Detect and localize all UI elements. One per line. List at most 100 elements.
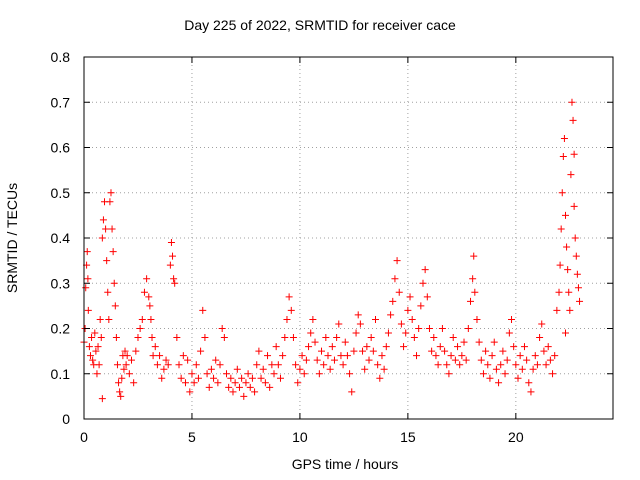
data-point xyxy=(134,334,142,342)
data-point xyxy=(556,261,564,269)
data-point xyxy=(501,370,509,378)
data-point xyxy=(425,325,433,332)
data-point xyxy=(559,153,567,161)
data-point xyxy=(484,361,492,369)
data-point xyxy=(186,388,194,396)
data-point xyxy=(121,347,129,355)
data-point xyxy=(549,370,557,378)
data-point xyxy=(108,225,116,233)
data-point xyxy=(363,343,371,351)
data-point xyxy=(499,347,507,355)
data-point xyxy=(492,365,500,373)
data-point xyxy=(272,343,280,351)
data-point xyxy=(158,374,166,382)
data-point xyxy=(479,370,487,378)
data-point xyxy=(95,361,103,369)
data-point xyxy=(568,98,576,106)
data-point xyxy=(341,338,349,346)
data-point xyxy=(443,361,451,369)
data-point xyxy=(99,216,107,224)
data-point xyxy=(104,288,112,296)
data-point xyxy=(276,374,284,382)
data-point xyxy=(566,306,574,314)
data-point xyxy=(188,370,196,378)
data-point xyxy=(197,347,205,355)
data-point xyxy=(320,361,328,369)
data-point xyxy=(130,379,138,387)
data-point xyxy=(374,361,382,369)
x-tick-label: 10 xyxy=(292,429,308,445)
data-point xyxy=(551,352,559,360)
data-point xyxy=(454,343,462,351)
data-point xyxy=(201,334,209,342)
data-point xyxy=(402,329,410,337)
data-point xyxy=(149,352,157,360)
data-point xyxy=(109,248,117,256)
data-point xyxy=(389,297,397,305)
y-tick-label: 0 xyxy=(62,411,70,427)
data-point xyxy=(266,383,274,391)
data-point xyxy=(216,361,224,369)
data-point xyxy=(162,356,170,364)
data-point xyxy=(270,370,278,378)
data-point xyxy=(326,365,334,373)
data-point xyxy=(240,392,248,400)
data-point xyxy=(88,334,96,342)
data-point xyxy=(305,343,313,351)
data-point xyxy=(118,374,126,382)
data-point xyxy=(570,202,578,210)
data-point xyxy=(83,248,91,256)
data-point xyxy=(151,343,159,351)
data-point xyxy=(235,383,243,391)
data-point xyxy=(354,311,362,319)
data-point xyxy=(471,288,479,296)
y-tick-label: 0.6 xyxy=(51,140,71,156)
data-point xyxy=(322,334,330,342)
data-point xyxy=(242,379,250,387)
data-point xyxy=(298,352,306,360)
data-point xyxy=(475,338,483,346)
data-point xyxy=(103,257,111,265)
data-point xyxy=(82,284,90,292)
data-point xyxy=(289,334,297,342)
data-point xyxy=(194,374,202,382)
data-point xyxy=(516,352,524,360)
data-point xyxy=(565,288,573,296)
data-point xyxy=(449,334,457,342)
data-point xyxy=(460,338,468,346)
data-point xyxy=(518,365,526,373)
data-point xyxy=(359,347,367,355)
data-point xyxy=(567,171,575,179)
data-point xyxy=(203,370,211,378)
data-point xyxy=(309,315,317,323)
data-point xyxy=(337,352,345,360)
data-point xyxy=(113,361,121,369)
data-point xyxy=(482,347,490,355)
data-point xyxy=(207,365,215,373)
data-point xyxy=(447,352,455,360)
data-point xyxy=(138,315,146,323)
data-point xyxy=(107,189,115,197)
data-point xyxy=(466,297,474,305)
data-point xyxy=(123,352,131,360)
data-point xyxy=(508,315,516,323)
data-point xyxy=(464,325,472,332)
data-point xyxy=(233,365,241,373)
data-point xyxy=(143,275,151,283)
data-point xyxy=(259,365,267,373)
data-point xyxy=(393,257,401,265)
data-points xyxy=(80,98,584,403)
data-point xyxy=(164,361,172,369)
y-tick-label: 0.5 xyxy=(51,185,71,201)
data-point xyxy=(274,361,282,369)
data-point xyxy=(533,361,541,369)
data-point xyxy=(177,374,185,382)
data-point xyxy=(171,279,179,287)
data-point xyxy=(302,356,310,364)
data-point xyxy=(147,315,155,323)
data-point xyxy=(352,329,360,337)
data-point xyxy=(148,334,156,342)
data-point xyxy=(112,334,120,342)
y-tick-label: 0.8 xyxy=(51,49,71,65)
data-point xyxy=(339,361,347,369)
